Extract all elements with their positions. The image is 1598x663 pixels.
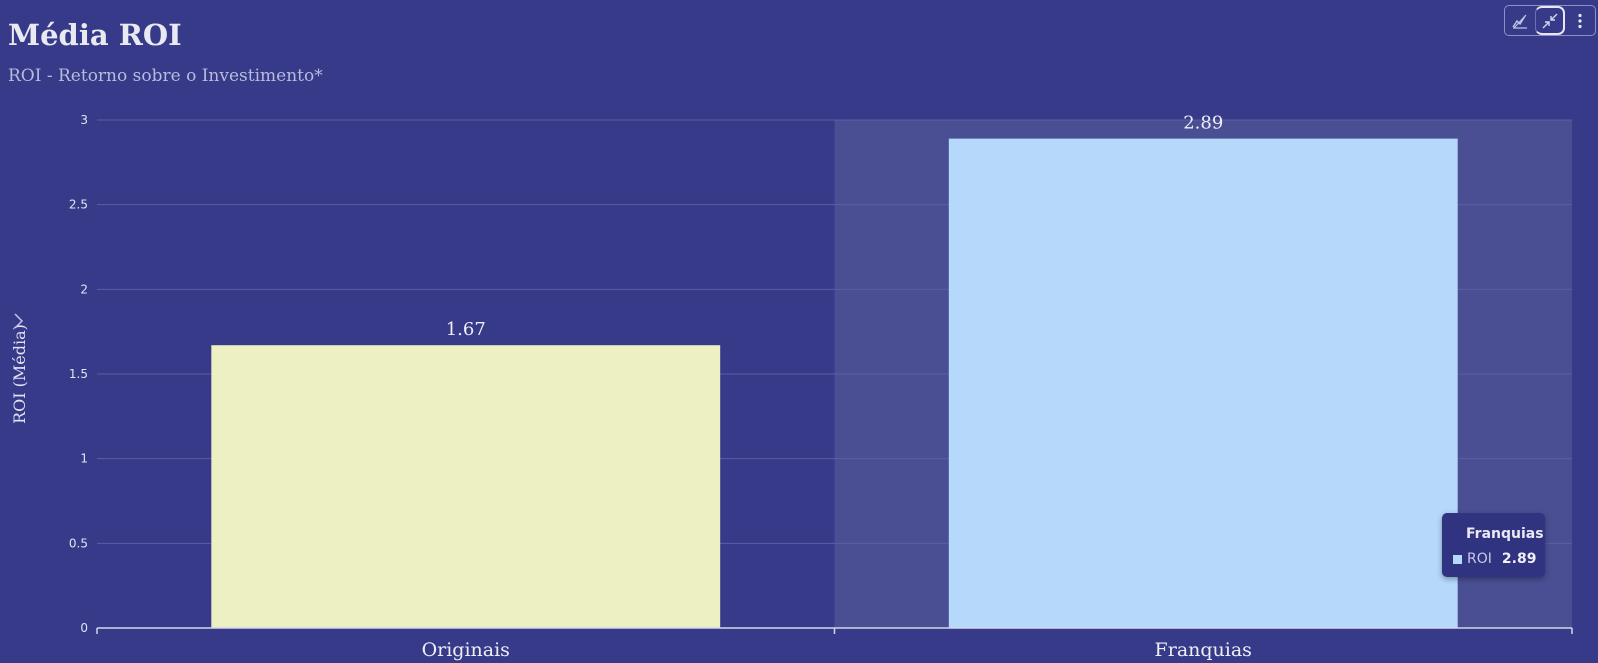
chart-toolbar xyxy=(1504,5,1596,36)
tooltip-title: Franquias xyxy=(1466,526,1544,542)
chart-tooltip: Franquias ROI 2.89 xyxy=(1442,513,1545,577)
more-vertical-icon xyxy=(1578,13,1582,28)
y-tick-label: 3 xyxy=(80,113,88,127)
chart-clear-icon xyxy=(1512,14,1527,29)
data-label: 2.89 xyxy=(1183,113,1223,134)
y-tick-label: 2.5 xyxy=(69,198,88,212)
y-tick-label: 0 xyxy=(80,621,88,635)
tooltip-swatch xyxy=(1453,554,1462,564)
y-tick-label: 1.5 xyxy=(69,367,88,381)
y-tick-label: 0.5 xyxy=(69,536,88,550)
chart-clear-button[interactable] xyxy=(1505,6,1535,35)
tooltip-series-name: ROI xyxy=(1467,551,1492,567)
chart-title: Média ROI xyxy=(8,18,182,52)
minimize-button[interactable] xyxy=(1535,6,1565,35)
y-axis-label: ROI (Média) xyxy=(10,324,29,424)
data-label: 1.67 xyxy=(446,319,486,340)
chevron-right-icon[interactable] xyxy=(14,313,24,329)
tooltip-value: 2.89 xyxy=(1501,551,1537,567)
y-tick-label: 2 xyxy=(80,282,88,296)
tooltip-row: ROI 2.89 xyxy=(1453,551,1536,567)
chart-subtitle: ROI - Retorno sobre o Investimento* xyxy=(8,66,323,86)
minimize-icon xyxy=(1542,13,1557,28)
x-tick-label: Originais xyxy=(422,639,510,661)
x-tick-label: Franquias xyxy=(1155,639,1252,661)
bar-originais xyxy=(211,345,721,628)
bar-franquias xyxy=(948,138,1458,629)
more-options-button[interactable] xyxy=(1565,6,1595,35)
y-tick-label: 1 xyxy=(80,452,88,466)
